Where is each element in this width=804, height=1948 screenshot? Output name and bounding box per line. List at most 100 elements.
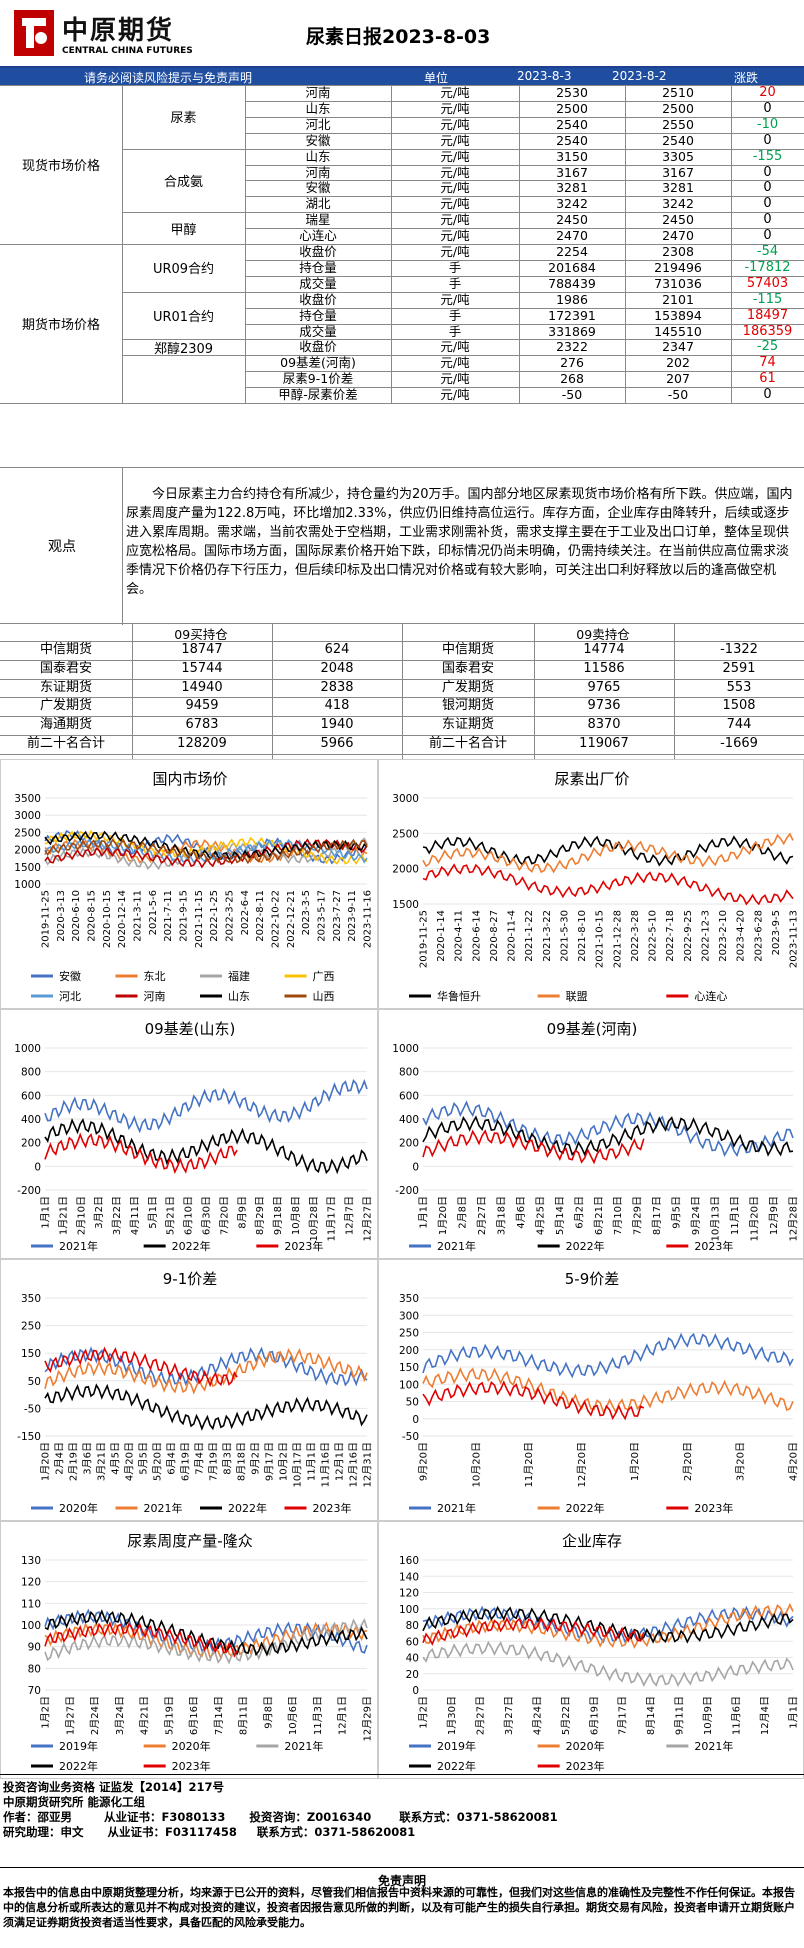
row-value-prev: 2347 [662, 339, 694, 355]
row-item: 收盘价 [299, 244, 337, 259]
row-item: 甲醇-尿素价差 [278, 387, 358, 403]
row-value-today: 2540 [556, 116, 588, 132]
y-tick-label: 0 [34, 1161, 41, 1173]
y-tick-label: 40 [406, 1653, 419, 1665]
x-tick-label: 11月1日 [729, 1196, 741, 1235]
row-line [245, 339, 804, 341]
x-tick-label: 2023-9-11 [347, 890, 358, 942]
x-tick-label: 6月19日 [180, 1442, 192, 1481]
y-tick-label: 0 [412, 1161, 419, 1173]
pos-buy-cell: 5966 [320, 736, 354, 751]
x-tick-label: 1月20日 [40, 1442, 52, 1481]
x-tick-label: 2020-11-4 [507, 910, 518, 962]
row-value-prev: 2550 [662, 116, 694, 132]
pos-buy-cell: 海通期货 [39, 717, 92, 733]
x-tick-label: 6月10日 [183, 1196, 195, 1235]
x-tick-label: 4月21日 [139, 1696, 151, 1735]
row-item: 安徽 [305, 180, 331, 196]
x-tick-label: 1月1日 [788, 1696, 800, 1729]
series-line-1 [422, 832, 794, 874]
pos-buy-cell: 东证期货 [39, 679, 92, 695]
pos-sell-cell: 前二十名合计 [428, 736, 507, 751]
pos-sell-cell: 9765 [587, 679, 621, 695]
series-line-0 [422, 835, 794, 867]
row-value-prev: 3242 [662, 196, 694, 212]
x-tick-label: 2021-8-10 [577, 910, 588, 962]
x-tick-label: 2020-1-14 [436, 910, 447, 962]
pos-col-line [272, 624, 273, 759]
row-unit: 元/吨 [440, 291, 470, 307]
y-tick-label: 100 [399, 1379, 419, 1391]
x-tick-label: 2023-7-27 [332, 890, 343, 942]
row-change: -54 [756, 244, 779, 259]
row-change: 0 [763, 228, 772, 244]
x-tick-label: 7月29日 [632, 1196, 644, 1235]
x-tick-label: 2021-1-22 [524, 910, 535, 962]
row-unit: 手 [448, 307, 462, 323]
row-change: -10 [756, 116, 779, 132]
y-tick-label: 1000 [392, 1043, 419, 1055]
x-tick-label: 2022-12-21 [286, 890, 297, 948]
row-line [245, 196, 804, 198]
row-value-prev: 2510 [662, 85, 694, 100]
x-tick-label: 5月21日 [165, 1196, 177, 1235]
row-item: 河北 [305, 116, 331, 132]
legend-label: 2020年 [172, 1739, 211, 1753]
x-tick-label: 10月20日 [470, 1442, 482, 1487]
x-tick-label: 2023-11-13 [789, 910, 800, 968]
chart-title: 企业库存 [562, 1532, 622, 1550]
x-tick-label: 3月24日 [114, 1696, 126, 1735]
pos-buy-cell: 128209 [177, 736, 227, 751]
x-tick-label: 5月1日 [147, 1196, 159, 1229]
x-tick-label: 9月20日 [418, 1442, 430, 1481]
y-tick-label: 80 [406, 1620, 419, 1632]
price-table: 河南 元/吨 2530 2510 20 山东 元/吨 2500 2500 0 河北 元/吨 2540 25… [0, 85, 804, 467]
series-line-1 [44, 1117, 368, 1175]
row-change: -155 [752, 148, 783, 164]
pos-buy-cell: 6783 [185, 717, 219, 733]
chart-title: 9-1价差 [163, 1270, 218, 1288]
row-value-prev: 3167 [662, 164, 694, 180]
y-tick-label: 3000 [392, 793, 419, 805]
x-tick-label: 2021-5-30 [559, 910, 570, 962]
row-unit: 元/吨 [440, 100, 470, 116]
x-tick-label: 12月29日 [362, 1696, 374, 1741]
legend-label: 心连心 [694, 990, 727, 1003]
row-line [245, 164, 804, 166]
legend-label: 2023年 [284, 1239, 323, 1253]
row-value-today: 2254 [556, 244, 588, 259]
legend-label: 安徽 [59, 969, 81, 983]
legend-label: 2022年 [228, 1501, 267, 1515]
x-tick-label: 2月20日 [682, 1442, 694, 1481]
row-line [245, 307, 804, 309]
y-tick-label: 150 [399, 1362, 419, 1374]
x-tick-label: 3月6日 [82, 1442, 94, 1475]
pos-buy-cell: 418 [324, 698, 350, 714]
positions-table: 09买持仓 09卖持仓 中信期货 18747 624 国泰君安 15744 2048 东证期货 1… [0, 624, 804, 759]
row-value-today: 2500 [556, 100, 588, 116]
x-tick-label: 8月29日 [254, 1196, 266, 1235]
x-tick-label: 8月9日 [236, 1196, 248, 1229]
legend-label: 广西 [313, 970, 335, 983]
x-tick-label: 1月1日 [418, 1196, 430, 1229]
row-line [245, 180, 804, 182]
pos-sell-cell: -1322 [720, 642, 758, 657]
row-line [245, 275, 804, 277]
pos-buy-cell: 中信期货 [39, 642, 92, 657]
legend-label: 2019年 [437, 1739, 476, 1753]
y-tick-label: 600 [21, 1090, 41, 1102]
row-item: 河南 [305, 85, 331, 100]
row-unit: 元/吨 [440, 196, 470, 212]
row-line [245, 387, 804, 389]
table-bottom [0, 403, 804, 404]
row-value-prev: 2540 [662, 132, 694, 148]
x-tick-label: 11月20日 [523, 1442, 535, 1487]
x-tick-label: 3月27日 [503, 1696, 515, 1735]
x-tick-label: 10月2日 [278, 1442, 290, 1481]
x-tick-label: 12月16日 [348, 1442, 360, 1487]
pos-sell-cell: 国泰君安 [441, 660, 494, 676]
pos-sell-cell: -1669 [720, 736, 758, 751]
x-tick-label: 7月10日 [612, 1196, 624, 1235]
x-tick-label: 2022-3-28 [630, 910, 641, 962]
y-tick-label: 800 [21, 1067, 41, 1079]
